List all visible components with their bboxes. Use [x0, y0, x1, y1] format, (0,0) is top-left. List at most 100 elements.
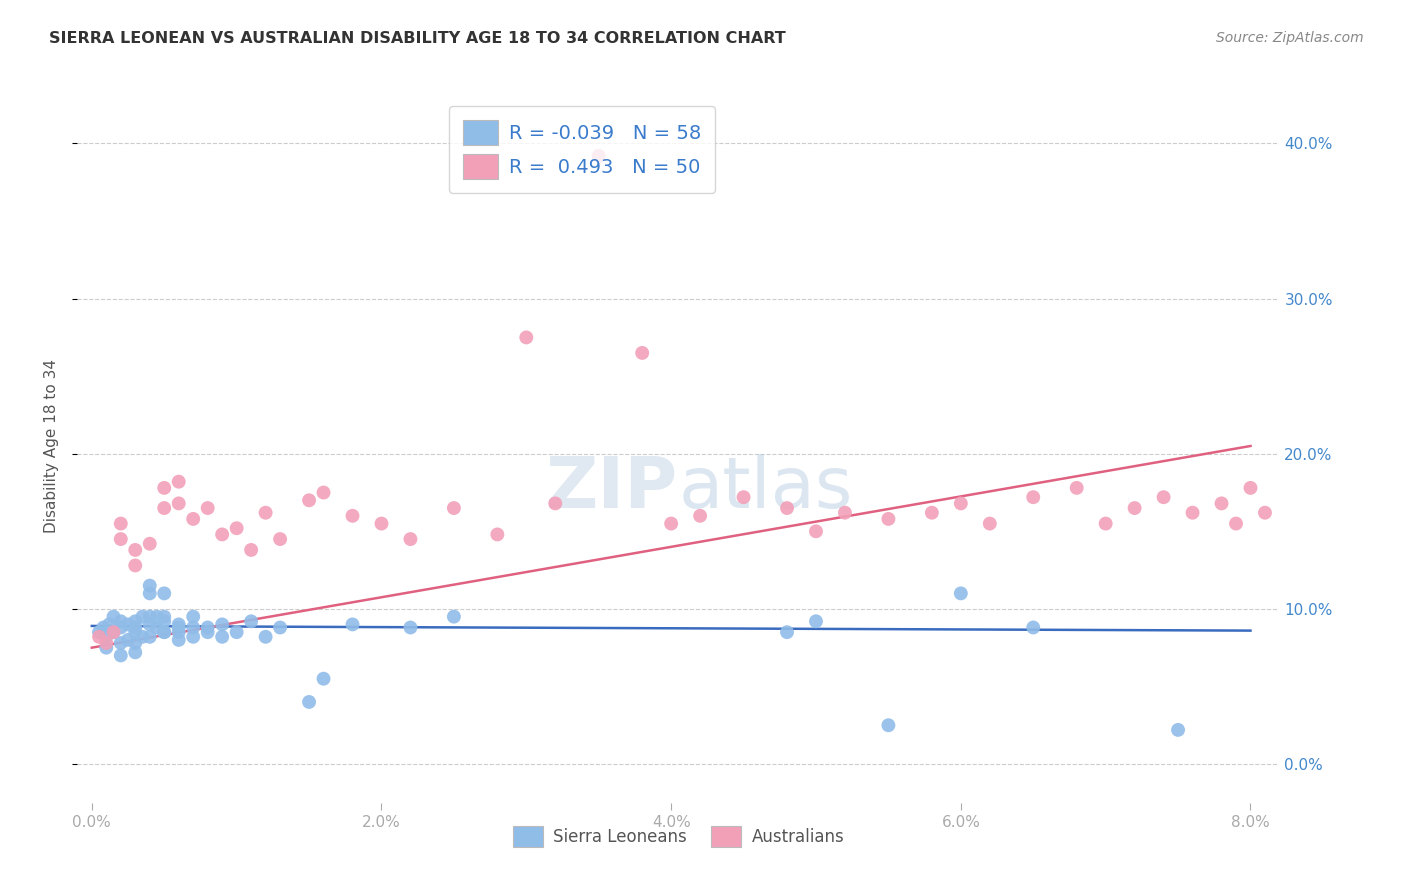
Y-axis label: Disability Age 18 to 34: Disability Age 18 to 34 [44, 359, 59, 533]
Point [1181, 506, 1204, 520]
Point [153, 586, 176, 600]
Point [486, 527, 509, 541]
Point [181, 620, 204, 634]
Point [1254, 506, 1277, 520]
Point [167, 632, 190, 647]
Text: ZIP: ZIP [546, 454, 679, 524]
Point [146, 620, 169, 634]
Point [211, 630, 233, 644]
Point [167, 620, 190, 634]
Point [1022, 620, 1045, 634]
Point [139, 586, 162, 600]
Point [921, 506, 943, 520]
Point [877, 718, 900, 732]
Point [139, 579, 162, 593]
Point [1211, 496, 1233, 510]
Point [312, 485, 335, 500]
Point [804, 615, 827, 629]
Point [103, 609, 125, 624]
Point [443, 609, 465, 624]
Point [167, 496, 190, 510]
Point [197, 501, 219, 516]
Point [181, 512, 204, 526]
Point [544, 496, 567, 510]
Point [146, 609, 169, 624]
Point [98, 617, 121, 632]
Point [110, 532, 132, 546]
Point [110, 615, 132, 629]
Point [131, 609, 153, 624]
Point [254, 506, 277, 520]
Point [153, 481, 176, 495]
Point [689, 508, 711, 523]
Point [399, 532, 422, 546]
Point [1066, 481, 1088, 495]
Point [153, 609, 176, 624]
Point [269, 532, 291, 546]
Point [110, 648, 132, 663]
Point [1022, 490, 1045, 504]
Point [124, 615, 146, 629]
Point [96, 636, 118, 650]
Point [124, 625, 146, 640]
Point [776, 625, 799, 640]
Point [110, 636, 132, 650]
Point [117, 617, 139, 632]
Point [139, 537, 162, 551]
Point [93, 620, 115, 634]
Point [443, 501, 465, 516]
Point [225, 625, 247, 640]
Point [240, 543, 263, 558]
Point [197, 625, 219, 640]
Legend: Sierra Leoneans, Australians: Sierra Leoneans, Australians [501, 814, 856, 859]
Point [139, 617, 162, 632]
Point [949, 586, 972, 600]
Text: Source: ZipAtlas.com: Source: ZipAtlas.com [1216, 31, 1364, 45]
Point [1239, 481, 1261, 495]
Point [342, 617, 364, 632]
Point [298, 695, 321, 709]
Point [124, 620, 146, 634]
Point [153, 501, 176, 516]
Point [1123, 501, 1146, 516]
Point [153, 625, 176, 640]
Point [87, 630, 110, 644]
Point [153, 615, 176, 629]
Point [139, 609, 162, 624]
Point [124, 645, 146, 659]
Point [96, 630, 118, 644]
Point [240, 615, 263, 629]
Point [181, 630, 204, 644]
Point [139, 630, 162, 644]
Point [181, 609, 204, 624]
Point [197, 620, 219, 634]
Point [631, 346, 654, 360]
Point [153, 625, 176, 640]
Point [370, 516, 392, 531]
Point [167, 475, 190, 489]
Point [342, 508, 364, 523]
Point [124, 543, 146, 558]
Point [124, 558, 146, 573]
Point [211, 527, 233, 541]
Text: SIERRA LEONEAN VS AUSTRALIAN DISABILITY AGE 18 TO 34 CORRELATION CHART: SIERRA LEONEAN VS AUSTRALIAN DISABILITY … [49, 31, 786, 46]
Point [733, 490, 755, 504]
Point [588, 149, 610, 163]
Point [515, 330, 537, 344]
Point [96, 640, 118, 655]
Point [776, 501, 799, 516]
Point [298, 493, 321, 508]
Text: atlas: atlas [679, 454, 853, 524]
Point [1094, 516, 1116, 531]
Point [211, 617, 233, 632]
Point [877, 512, 900, 526]
Point [312, 672, 335, 686]
Point [110, 516, 132, 531]
Point [269, 620, 291, 634]
Point [254, 630, 277, 644]
Point [1153, 490, 1175, 504]
Point [103, 625, 125, 640]
Point [659, 516, 682, 531]
Point [103, 625, 125, 640]
Point [1167, 723, 1189, 737]
